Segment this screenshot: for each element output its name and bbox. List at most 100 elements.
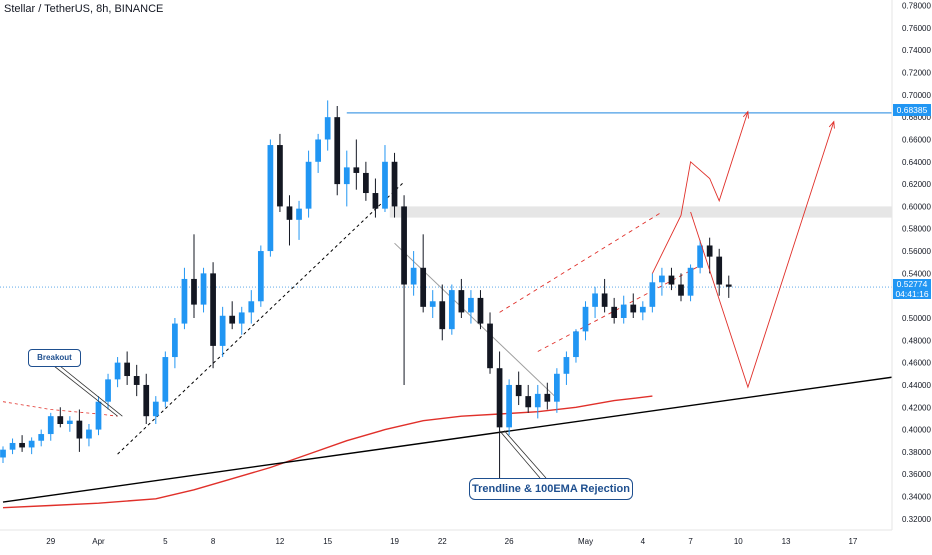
candle-body <box>630 304 637 313</box>
candle-body <box>401 206 407 285</box>
candle-body <box>439 301 446 330</box>
candle <box>496 351 503 480</box>
candle <box>601 278 608 313</box>
candle <box>448 284 455 335</box>
time-tick-label: 17 <box>848 537 857 546</box>
candle <box>133 364 140 397</box>
candle <box>487 312 493 374</box>
price-tick-label: 0.76000 <box>902 24 931 33</box>
candle-body <box>525 396 532 408</box>
candle <box>630 293 637 318</box>
candle-body <box>343 167 350 185</box>
time-tick-label: 4 <box>641 537 646 546</box>
breakout-annotation[interactable]: Breakout <box>28 349 81 367</box>
candle-body <box>601 293 608 307</box>
candle-body <box>172 323 178 358</box>
descending-trendline <box>394 242 558 399</box>
candle-body <box>248 301 255 313</box>
candle-body <box>678 284 684 296</box>
price-tick-label: 0.36000 <box>902 470 931 479</box>
candle-body <box>468 297 474 313</box>
bullish-projection-head <box>742 110 749 119</box>
candle-body <box>57 416 64 424</box>
candle-body <box>668 275 675 285</box>
candle-body <box>582 306 589 332</box>
candle-body <box>353 167 360 173</box>
price-tick-label: 0.66000 <box>902 135 931 144</box>
candle <box>372 178 379 218</box>
candle-body <box>429 301 436 307</box>
candle <box>534 384 541 419</box>
candle-body <box>496 368 503 428</box>
candle <box>382 145 388 212</box>
candle-body <box>649 282 656 307</box>
price-tick-label: 0.40000 <box>902 426 931 435</box>
candle-body <box>9 442 16 450</box>
candle <box>477 290 484 330</box>
candle <box>420 234 427 313</box>
candle-body <box>687 267 694 296</box>
candle <box>210 262 216 369</box>
candle <box>649 273 656 313</box>
candle <box>305 150 312 218</box>
candle <box>391 152 398 218</box>
candle-body <box>458 290 465 313</box>
candle <box>353 139 360 190</box>
candle <box>38 429 45 447</box>
dashed-support-trendline <box>117 181 405 455</box>
candle-body <box>363 172 369 194</box>
candle <box>124 351 131 385</box>
candle-body <box>305 161 312 209</box>
candle <box>639 301 646 321</box>
candle <box>324 100 331 151</box>
bearish-projection <box>690 121 835 389</box>
candle <box>706 237 713 274</box>
trendline-ema-annotation[interactable]: Trendline & 100EMA Rejection <box>469 478 633 500</box>
price-tick-label: 0.34000 <box>902 493 931 502</box>
candle <box>410 251 417 296</box>
candle-body <box>191 278 197 305</box>
candle-body <box>639 306 646 313</box>
candle-body <box>277 145 283 207</box>
candle <box>697 239 703 274</box>
candle <box>28 437 35 455</box>
candle-body <box>573 331 579 358</box>
bar-countdown: 04:41:16 <box>895 289 929 299</box>
candle-body <box>324 117 331 140</box>
price-tick-label: 0.68000 <box>902 113 931 122</box>
candle-body <box>152 401 159 417</box>
price-tick-label: 0.44000 <box>902 381 931 390</box>
candle-body <box>47 416 54 435</box>
candle <box>277 133 283 212</box>
candle-body <box>534 393 541 408</box>
bearish-projection-head <box>828 120 835 129</box>
candle-body <box>296 208 302 220</box>
candle <box>716 248 723 296</box>
candle-body <box>86 429 92 439</box>
channel-lower-line <box>537 265 701 352</box>
price-tick-label: 0.50000 <box>902 314 931 323</box>
candle-body <box>143 384 150 417</box>
candle <box>191 234 197 318</box>
candle <box>86 424 92 447</box>
candle-body <box>19 442 25 448</box>
candle-body <box>487 323 493 369</box>
candle <box>296 200 302 240</box>
candle <box>515 371 522 406</box>
time-tick-label: Apr <box>92 537 105 546</box>
chart-title: Stellar / TetherUS, 8h, BINANCE <box>4 3 164 15</box>
price-tick-label: 0.74000 <box>902 46 931 55</box>
candle <box>143 373 150 424</box>
candle <box>248 290 255 324</box>
current-price-tag: 0.52774 04:41:16 <box>893 279 931 299</box>
candle-body <box>95 401 102 430</box>
candle-body <box>257 251 264 302</box>
candle <box>47 412 54 441</box>
time-tick-label: 22 <box>438 537 447 546</box>
candle-body <box>544 393 551 402</box>
time-tick-label: 7 <box>688 537 693 546</box>
candle <box>315 133 321 173</box>
price-tick-label: 0.56000 <box>902 247 931 256</box>
